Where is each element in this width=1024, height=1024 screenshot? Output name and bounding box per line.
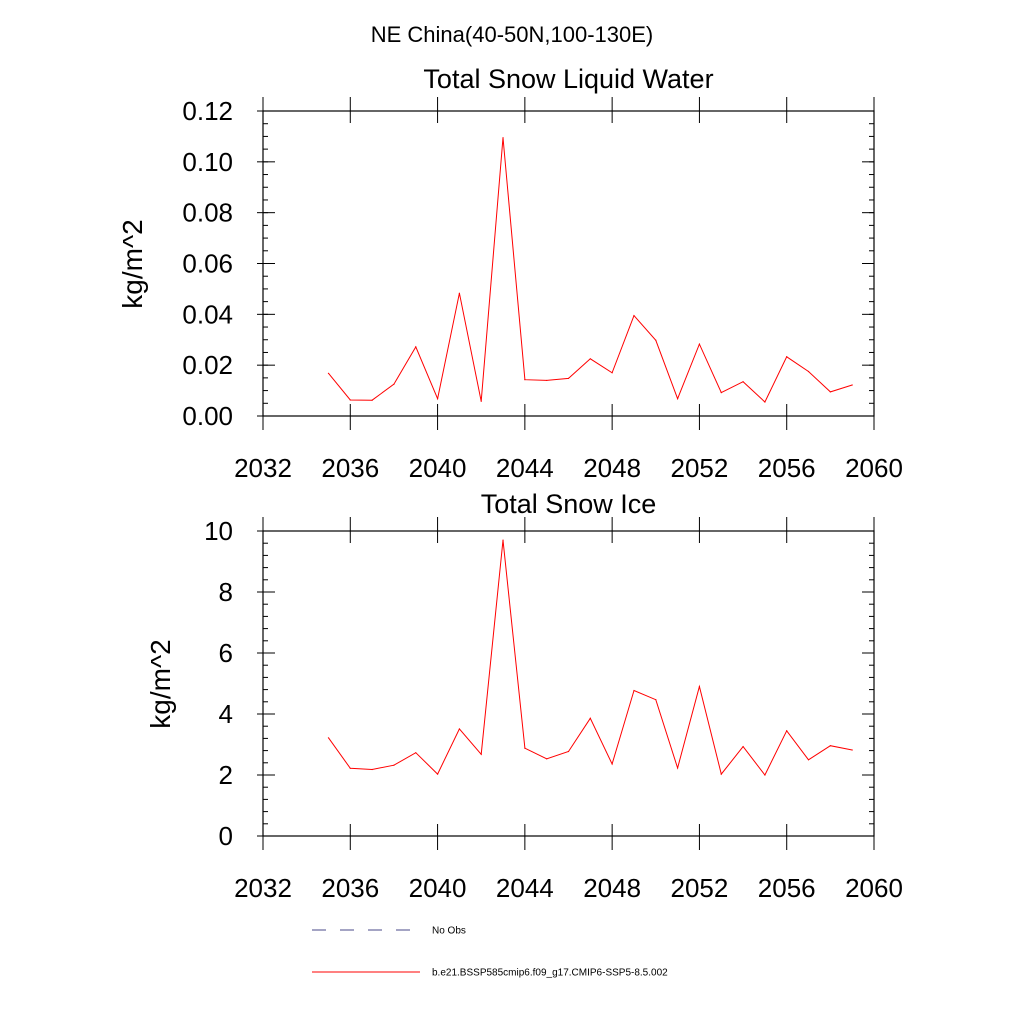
y-tick-label: 4 (219, 699, 233, 729)
y-tick-label: 0.06 (182, 249, 233, 279)
y-tick-label: 0.00 (182, 401, 233, 431)
data-point (589, 717, 591, 719)
panel-title: Total Snow Ice (481, 489, 657, 519)
data-point (349, 767, 351, 769)
y-tick-label: 6 (219, 638, 233, 668)
data-point (677, 398, 679, 400)
x-tick-label: 2036 (321, 453, 379, 483)
data-point (633, 315, 635, 317)
data-point (851, 384, 853, 386)
data-point (546, 379, 548, 382)
data-point (633, 689, 635, 692)
data-point (458, 728, 460, 730)
y-tick-label: 0.08 (182, 198, 233, 228)
x-tick-label: 2032 (234, 453, 292, 483)
data-point (829, 745, 831, 747)
data-point (327, 372, 330, 374)
x-tick-label: 2044 (496, 873, 554, 903)
data-point (655, 699, 657, 701)
x-tick-label: 2040 (409, 873, 467, 903)
y-tick-label: 0.02 (182, 350, 233, 380)
plot-frame (262, 530, 875, 837)
data-point (567, 377, 570, 379)
x-tick-label: 2052 (671, 453, 729, 483)
data-point (349, 399, 351, 401)
data-point (655, 339, 657, 341)
data-point (829, 391, 831, 393)
y-tick-label: 8 (219, 577, 233, 607)
data-point (698, 685, 701, 688)
x-tick-label: 2052 (671, 873, 729, 903)
data-point (567, 750, 570, 753)
data-point (436, 773, 439, 775)
y-axis-label: kg/m^2 (117, 219, 148, 308)
data-point (720, 773, 722, 775)
y-tick-label: 0.10 (182, 147, 233, 177)
y-tick-label: 0.04 (182, 299, 233, 329)
data-point (524, 379, 526, 381)
data-point (851, 749, 853, 751)
legend-label: b.e21.BSSP585cmip6.f09_g17.CMIP6-SSP5-8.… (432, 968, 668, 979)
legend: No Obs b.e21.BSSP585cmip6.f09_g17.CMIP6-S… (312, 926, 668, 979)
data-point (436, 398, 439, 400)
data-point (807, 759, 810, 761)
data-point (393, 764, 395, 766)
data-point (720, 392, 722, 394)
x-tick-label: 2056 (758, 453, 816, 483)
data-point (458, 292, 460, 294)
data-point (480, 753, 482, 755)
data-point (327, 737, 330, 739)
panel-snow-liquid-water: Total Snow Liquid Water kg/m^2 0.00 0.02 0.0… (117, 64, 903, 483)
data-point (415, 752, 417, 754)
x-tick-label: 2060 (845, 873, 903, 903)
data-point (371, 399, 373, 401)
y-tick-label: 0.12 (182, 96, 233, 126)
data-point (546, 758, 548, 760)
data-point (480, 400, 482, 402)
x-tick-label: 2040 (409, 453, 467, 483)
data-point (786, 730, 788, 732)
data-point (807, 370, 810, 373)
series-line (328, 540, 853, 776)
x-tick-label: 2036 (321, 873, 379, 903)
panel-title: Total Snow Liquid Water (423, 64, 713, 94)
data-point (677, 767, 679, 769)
data-point (415, 346, 417, 348)
plot-frame (262, 110, 875, 417)
data-point (742, 381, 744, 383)
data-point (502, 539, 504, 541)
data-point (393, 383, 395, 385)
data-point (611, 372, 613, 374)
data-point (764, 774, 766, 776)
data-point (786, 356, 788, 358)
data-point (589, 358, 591, 360)
data-point (502, 137, 504, 139)
data-point (742, 746, 744, 748)
x-tick-label: 2032 (234, 873, 292, 903)
data-point (764, 401, 766, 403)
x-tick-label: 2048 (583, 453, 641, 483)
y-tick-label: 10 (204, 516, 233, 546)
y-tick-label: 2 (219, 760, 233, 790)
data-point (611, 763, 613, 765)
y-axis-label: kg/m^2 (145, 639, 176, 728)
figure-suptitle: NE China(40-50N,100-130E) (371, 22, 654, 47)
x-tick-label: 2044 (496, 453, 554, 483)
data-point (371, 768, 373, 771)
panel-snow-ice: Total Snow Ice kg/m^2 0 2 4 6 8 10 2032 2036 2040 2… (145, 489, 903, 903)
x-tick-label: 2056 (758, 873, 816, 903)
series-line (328, 137, 853, 403)
x-tick-label: 2048 (583, 873, 641, 903)
legend-label: No Obs (432, 926, 466, 937)
y-tick-label: 0 (219, 821, 233, 851)
data-point (698, 343, 701, 345)
x-tick-label: 2060 (845, 453, 903, 483)
data-point (524, 747, 526, 749)
